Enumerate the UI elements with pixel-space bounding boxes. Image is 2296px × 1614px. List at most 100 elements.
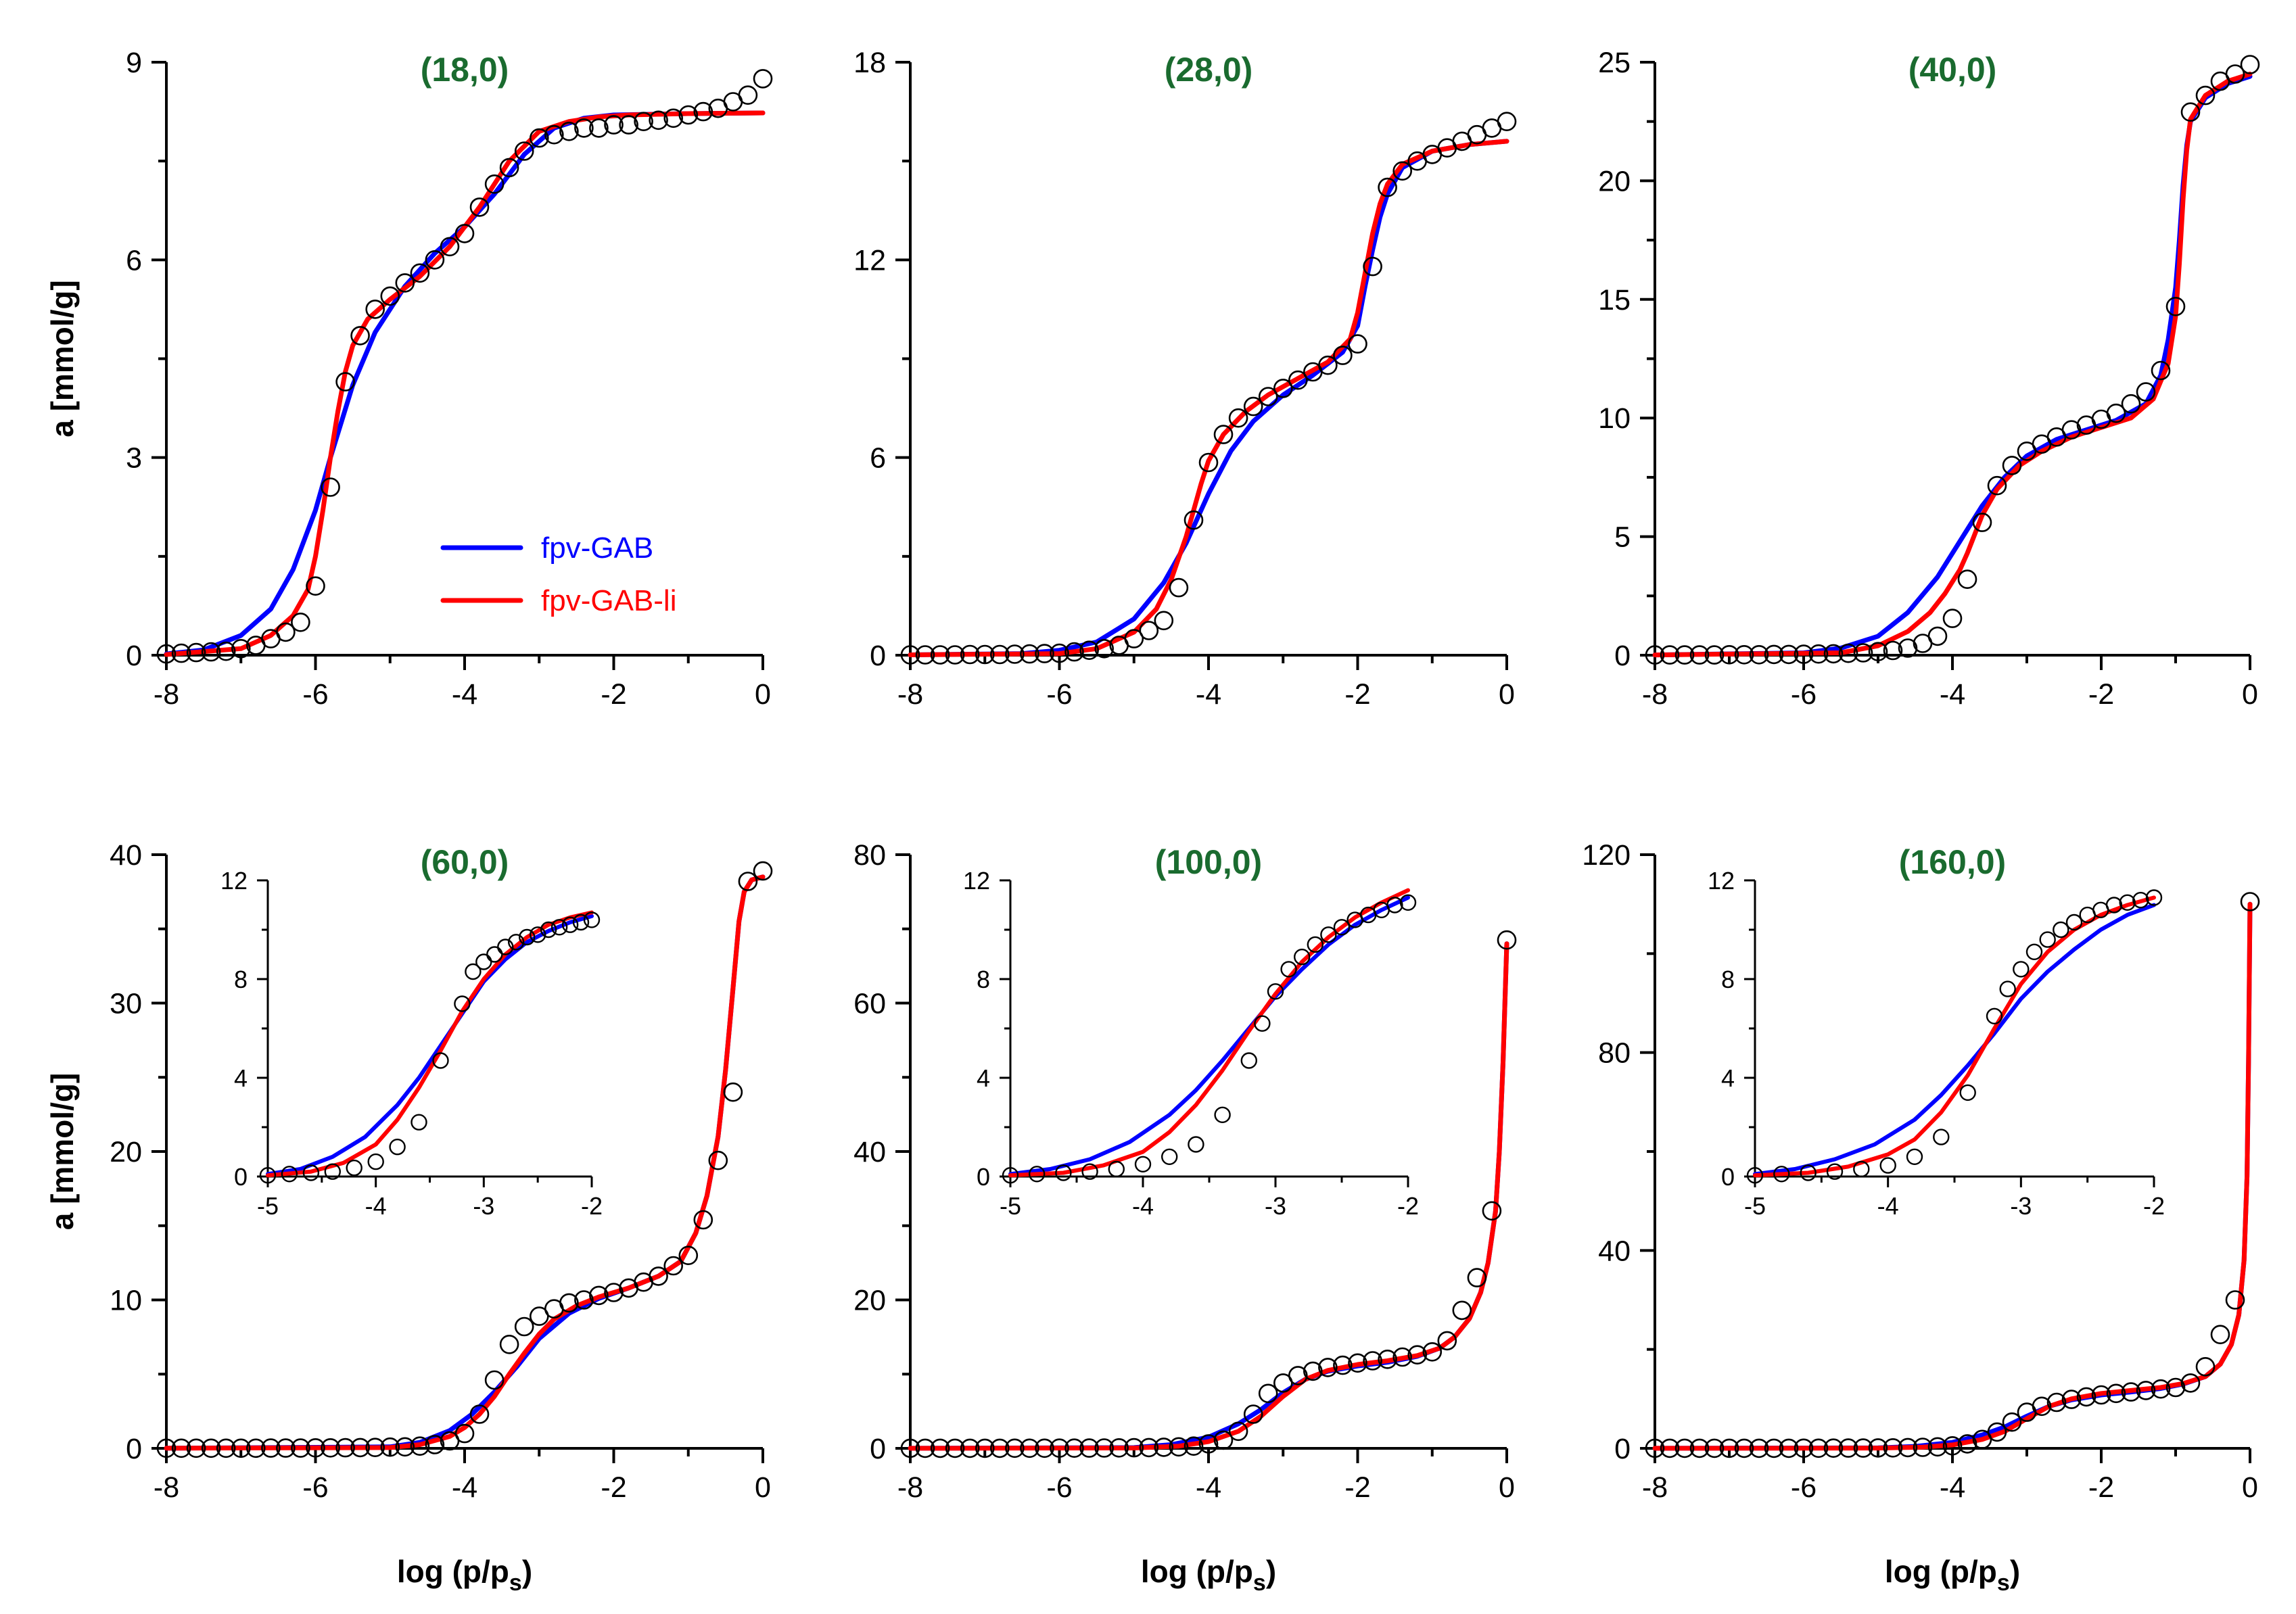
data-point <box>1184 1436 1204 1456</box>
x-axis-title-main: log (p/p <box>1885 1554 1997 1589</box>
panel-title: (40,0) <box>1908 51 1997 89</box>
data-point <box>1333 346 1353 365</box>
data-point <box>678 1245 699 1265</box>
data-point <box>2076 1387 2096 1407</box>
data-point <box>604 115 624 135</box>
y-tick-label: 15 <box>1598 284 1631 316</box>
x-tick-label: -8 <box>154 678 179 711</box>
data-point <box>425 1435 445 1454</box>
data-point <box>350 326 370 346</box>
inset-x-tick-label: -4 <box>1877 1192 1899 1220</box>
data-point <box>1258 1383 1278 1404</box>
data-point <box>2151 360 2171 381</box>
data-point <box>186 1438 206 1458</box>
data-point <box>1868 642 1888 662</box>
data-point <box>1689 1438 1710 1458</box>
data-point <box>738 872 758 891</box>
data-point <box>1094 638 1114 659</box>
data-point <box>1794 1438 1814 1458</box>
data-point <box>365 300 385 319</box>
data-point <box>1719 1438 1739 1458</box>
data-point <box>1288 1366 1308 1385</box>
x-axis-title-subscript: s <box>1997 1570 2010 1596</box>
inset-y-tick-label: 8 <box>977 966 990 993</box>
x-tick-label: -4 <box>1940 678 1965 711</box>
data-point <box>514 141 534 161</box>
data-point <box>469 197 490 217</box>
y-tick-label: 5 <box>1614 521 1631 554</box>
data-point <box>395 273 415 293</box>
data-points-5 <box>1645 892 2260 1458</box>
data-point <box>484 174 505 194</box>
data-point <box>1240 1052 1258 1069</box>
panel-6: -8 -6 -4 -2 0 0 40 80 120 (160,0) -5 -4 -3 -2 0 4 8 12 <box>1582 839 2260 1504</box>
data-point <box>574 118 594 138</box>
data-point <box>1258 387 1278 406</box>
data-point <box>475 953 492 970</box>
data-point <box>1853 1160 1870 1178</box>
data-point <box>1467 1268 1487 1287</box>
x-axis-title-close: ) <box>2010 1554 2020 1589</box>
data-point <box>1002 1166 1019 1184</box>
x-tick-label: 0 <box>2242 1471 2258 1504</box>
x-tick-label: -2 <box>1344 678 1370 711</box>
data-point <box>1055 1164 1072 1181</box>
data-point <box>1660 1438 1680 1458</box>
x-tick-label: -6 <box>302 678 328 711</box>
plot-area <box>156 69 773 664</box>
data-point <box>1064 642 1084 662</box>
y-tick-label: 30 <box>110 988 142 1020</box>
data-point <box>990 644 1010 665</box>
data-point <box>975 1438 995 1458</box>
data-point <box>1497 930 1517 950</box>
data-point <box>1081 1163 1098 1180</box>
data-points-4-inset <box>1002 894 1417 1184</box>
x-tick-label: 0 <box>1499 678 1515 711</box>
data-point <box>2061 420 2082 440</box>
data-point <box>231 1438 251 1458</box>
data-point <box>2046 1392 2067 1413</box>
x-tick-label: 0 <box>755 678 771 711</box>
data-point <box>1942 609 1963 628</box>
data-point <box>1318 1358 1338 1377</box>
data-point <box>1288 370 1308 390</box>
data-point <box>930 1438 950 1458</box>
data-point <box>454 1423 475 1444</box>
data-point <box>365 1438 385 1457</box>
data-point <box>2225 1290 2245 1310</box>
data-point <box>2091 1385 2111 1405</box>
data-point <box>1957 1434 1977 1454</box>
inset-y-tick-label: 8 <box>234 966 248 993</box>
data-point <box>2240 55 2260 74</box>
x-tick-label: -6 <box>1791 678 1817 711</box>
data-point <box>1913 1438 1933 1457</box>
data-point <box>1228 408 1248 428</box>
data-point <box>1154 1438 1174 1457</box>
inset-y-tick-label: 4 <box>1721 1064 1735 1092</box>
data-point <box>1050 643 1069 663</box>
fpv-gab-curve <box>266 913 594 1177</box>
inset-y-tick-label: 8 <box>1721 966 1735 993</box>
inset-y-tick-label: 0 <box>234 1163 248 1191</box>
x-tick-label: 0 <box>2242 678 2258 711</box>
data-point <box>990 1438 1010 1458</box>
x-tick-label: -8 <box>897 678 923 711</box>
x-tick-label: -6 <box>1791 1471 1817 1504</box>
data-point <box>1999 980 2016 997</box>
plot-area <box>1645 55 2260 665</box>
data-point <box>201 1438 221 1458</box>
data-point <box>1392 161 1412 181</box>
data-point <box>1348 1353 1367 1373</box>
data-point <box>1079 1438 1099 1458</box>
panel-5: -8 -6 -4 -2 0 0 20 40 60 80 (100,0) -5 -4 -3 -2 0 4 8 12 <box>853 839 1517 1504</box>
data-point <box>1035 644 1054 663</box>
data-points-4 <box>900 930 1517 1458</box>
data-point <box>945 645 965 665</box>
data-point <box>1749 644 1769 665</box>
data-point <box>410 1436 430 1456</box>
panel-title: (60,0) <box>421 843 509 881</box>
fpv-gab-li-curve <box>1652 901 2253 1451</box>
data-point <box>2225 64 2245 84</box>
x-tick-label: -8 <box>154 1471 179 1504</box>
x-axis-title: log (p/ps) <box>397 1554 532 1596</box>
